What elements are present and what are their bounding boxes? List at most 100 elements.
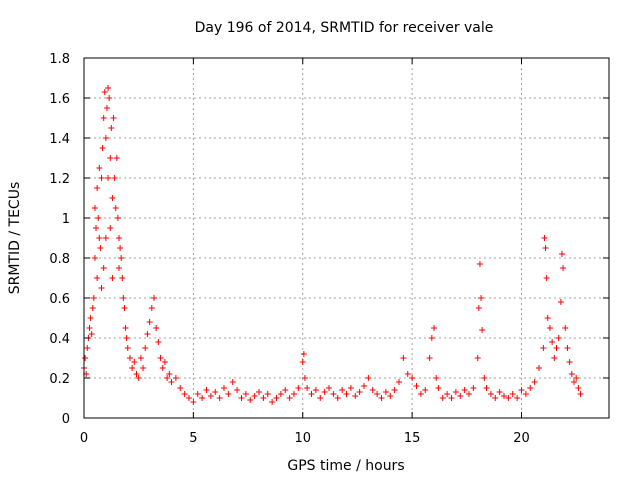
data-point (89, 305, 96, 311)
y-tick-label: 0.2 (49, 372, 70, 387)
data-point (461, 387, 468, 393)
data-point (111, 175, 118, 181)
data-point (509, 391, 516, 397)
data-point (121, 305, 128, 311)
data-point (133, 371, 140, 377)
grid (84, 58, 609, 418)
data-point (177, 385, 184, 391)
data-point (439, 395, 446, 401)
data-point (475, 305, 482, 311)
data-point (295, 385, 302, 391)
data-point (148, 305, 155, 311)
data-point (470, 385, 477, 391)
data-point (365, 375, 372, 381)
data-point (457, 393, 464, 399)
data-point (129, 365, 136, 371)
data-point (546, 325, 553, 331)
data-point (194, 391, 201, 397)
data-point (155, 339, 162, 345)
data-point (96, 165, 103, 171)
data-point (242, 391, 249, 397)
data-point (496, 389, 503, 395)
data-point (186, 395, 192, 401)
data-point (433, 375, 440, 381)
data-point (90, 295, 97, 301)
data-point (514, 395, 521, 401)
data-point (123, 335, 130, 341)
data-point (113, 155, 120, 161)
data-point (264, 391, 271, 397)
x-tick-label: 15 (404, 431, 421, 446)
data-point (531, 379, 538, 385)
data-point (479, 327, 486, 333)
data-point (99, 145, 106, 151)
data-point (87, 315, 94, 321)
x-tick-label: 0 (80, 431, 88, 446)
data-point (221, 385, 227, 391)
data-point (107, 155, 114, 161)
data-point (168, 379, 175, 385)
data-point (555, 335, 562, 341)
data-point (549, 339, 556, 345)
data-point (98, 175, 105, 181)
data-point (404, 371, 411, 377)
data-point (286, 395, 293, 401)
data-point (102, 135, 109, 141)
data-point (118, 255, 125, 261)
data-point (466, 391, 472, 397)
y-tick-label: 1.8 (49, 52, 70, 67)
data-point (103, 105, 110, 111)
data-point (299, 359, 306, 365)
data-point (422, 387, 429, 393)
data-point (312, 387, 319, 393)
data-point (522, 391, 529, 397)
data-point (304, 385, 311, 391)
data-point (108, 125, 115, 131)
data-point (260, 395, 267, 401)
data-point (308, 391, 315, 397)
data-point (151, 295, 157, 301)
data-point (137, 355, 144, 361)
data-point (159, 365, 166, 371)
data-point (391, 387, 398, 393)
data-point (94, 275, 101, 281)
y-tick-label: 0 (62, 412, 70, 427)
data-point (153, 325, 160, 331)
x-tick-label: 5 (189, 431, 197, 446)
y-tick-label: 0.8 (49, 252, 70, 267)
data-point (114, 215, 121, 221)
data-point (291, 391, 297, 397)
data-point (277, 391, 284, 397)
data-point (234, 387, 241, 393)
data-point (321, 389, 328, 395)
data-point (207, 393, 214, 399)
data-point (558, 251, 565, 257)
data-point (560, 265, 567, 271)
data-point (409, 375, 416, 381)
data-point (343, 391, 350, 397)
data-point (476, 261, 483, 267)
data-point (400, 355, 407, 361)
data-point (487, 391, 494, 397)
data-point (417, 391, 424, 397)
data-point (86, 325, 93, 331)
data-point (107, 225, 114, 231)
data-point (361, 383, 367, 389)
data-point (387, 393, 394, 399)
data-point (300, 351, 307, 357)
data-point (117, 245, 124, 251)
data-point (577, 391, 584, 397)
data-point (98, 285, 105, 291)
data-point (282, 387, 289, 393)
data-point (478, 295, 485, 301)
data-point (95, 215, 102, 221)
data-point (157, 355, 164, 361)
data-point (382, 389, 389, 395)
data-point (256, 389, 262, 395)
data-point (94, 185, 101, 191)
data-point (146, 319, 153, 325)
data-point (273, 395, 280, 401)
data-point (247, 397, 254, 403)
data-point (444, 391, 451, 397)
data-point (541, 235, 548, 241)
